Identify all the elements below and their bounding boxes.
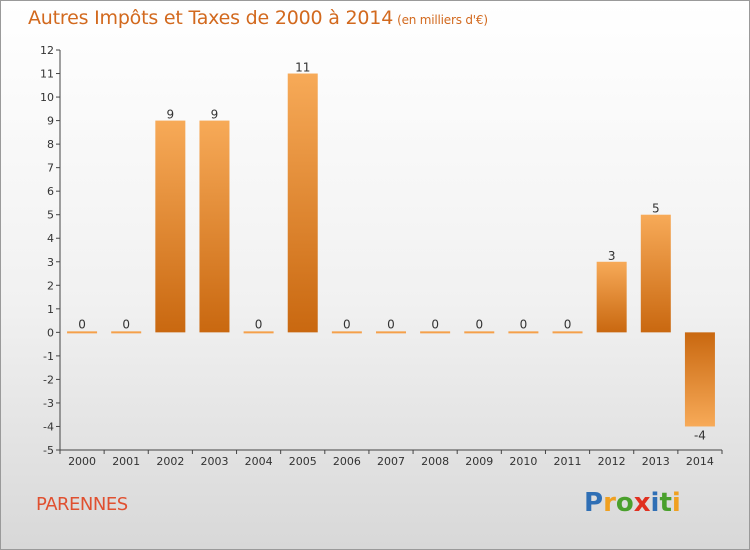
x-tick-label: 2005 [289,455,317,468]
bar [111,331,142,334]
logo-letter: i [650,488,660,518]
bar-value-label: 9 [211,108,219,122]
bar-value-label: 3 [608,249,616,263]
x-tick-label: 2001 [112,455,140,468]
bar [552,331,583,334]
bar-value-label: 0 [564,317,572,331]
bar [376,331,406,334]
chart-title-unit: (en milliers d'€) [397,13,488,27]
y-tick-label: -5 [43,444,54,457]
bar-value-label: 0 [520,317,528,331]
logo-letter: i [671,488,681,518]
bar-value-label: 0 [475,317,483,331]
y-tick-label: 3 [47,256,54,269]
x-tick-label: 2013 [642,455,670,468]
x-tick-label: 2010 [509,455,537,468]
bar-value-label: 0 [387,317,395,331]
x-tick-label: 2006 [333,455,361,468]
y-tick-label: 5 [47,209,54,222]
x-tick-label: 2004 [245,455,273,468]
chart-bars [67,73,715,427]
bar [199,120,230,333]
bar-value-label: 0 [78,317,86,331]
x-tick-label: 2014 [686,455,714,468]
logo-letter: P [584,488,604,518]
bar [596,261,627,333]
bar-value-label: 0 [431,317,439,331]
x-tick-label: 2011 [554,455,582,468]
y-tick-label: 2 [47,279,54,292]
bar-value-label: 5 [652,202,660,216]
proxiti-logo: Proxiti [584,488,681,518]
x-tick-label: 2000 [68,455,96,468]
y-tick-label: 10 [40,91,54,104]
x-tick-label: 2009 [465,455,493,468]
chart-title: Autres Impôts et Taxes de 2000 à 2014 (en… [28,7,488,29]
bar [684,332,715,427]
bar-value-label: -4 [694,428,706,442]
y-tick-label: 8 [47,138,54,151]
x-tick-label: 2003 [200,455,228,468]
bar [464,331,495,334]
chart-title-text: Autres Impôts et Taxes de 2000 à 2014 [28,7,394,29]
x-tick-label: 2008 [421,455,449,468]
bar [420,331,451,334]
bar [287,73,318,333]
x-tick-label: 2012 [598,455,626,468]
bar [640,214,671,333]
bar [243,331,274,334]
logo-letter: o [615,488,634,518]
bar [67,331,98,334]
x-tick-label: 2002 [156,455,184,468]
bar-value-label: 9 [167,108,175,122]
bar-value-label: 11 [295,61,310,75]
y-tick-label: 0 [47,326,54,339]
y-tick-label: -4 [43,420,54,433]
logo-letter: t [659,488,672,518]
chart-data-labels: 0 0 9 9 0 11 0 0 0 0 0 0 3 5 -4 [78,61,706,443]
y-tick-label: 11 [40,68,54,81]
bar-value-label: 0 [122,317,130,331]
y-tick-label: 6 [47,185,54,198]
y-tick-label: 12 [40,44,54,57]
y-tick-label: -2 [43,373,54,386]
logo-letter: x [633,488,651,518]
y-tick-label: -3 [43,397,54,410]
y-tick-label: 7 [47,162,54,175]
x-tick-label: 2007 [377,455,405,468]
bar [331,331,362,334]
y-tick-label: 9 [47,115,54,128]
bar [508,331,539,334]
commune-name: PARENNES [36,494,128,515]
bar [155,120,186,333]
y-tick-label: 4 [47,232,54,245]
y-tick-label: -1 [43,350,54,363]
logo-letter: r [603,488,616,518]
y-tick-label: 1 [47,303,54,316]
bar-value-label: 0 [255,317,263,331]
bar-value-label: 0 [343,317,351,331]
